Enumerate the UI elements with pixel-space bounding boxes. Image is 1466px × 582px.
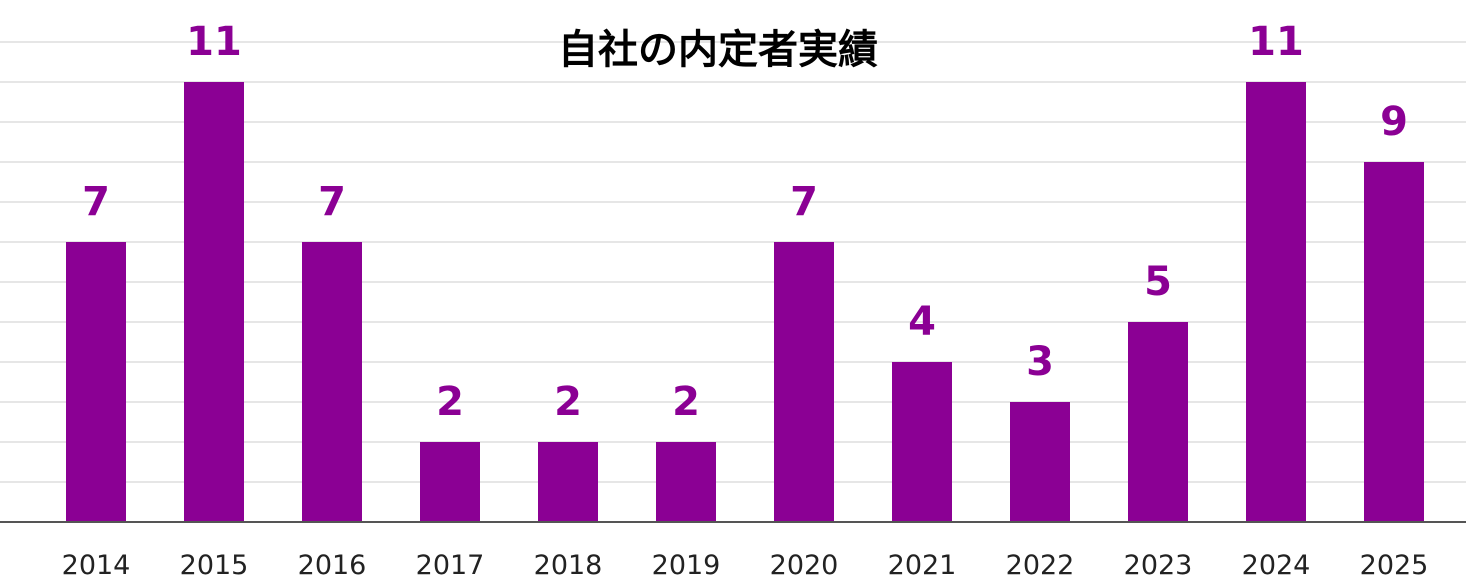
bar-2014 [66,242,126,522]
x-tick-label-2016: 2016 [298,550,367,581]
value-label-2023: 5 [1144,259,1172,305]
x-tick-label-2020: 2020 [770,550,839,581]
x-tick-label-2017: 2017 [416,550,485,581]
gridlines [0,41,1466,483]
value-label-2025: 9 [1380,99,1408,145]
value-label-2014: 7 [82,179,110,225]
x-tick-label-2023: 2023 [1124,550,1193,581]
value-label-2015: 11 [186,19,242,65]
x-tick-label-2021: 2021 [888,550,957,581]
bars [66,82,1424,522]
chart-title: 自社の内定者実績 [558,27,878,73]
bar-2016 [302,242,362,522]
x-tick-label-2019: 2019 [652,550,721,581]
bar-2015 [184,82,244,522]
value-label-2020: 7 [790,179,818,225]
bar-2024 [1246,82,1306,522]
value-label-2018: 2 [554,379,582,425]
bar-2023 [1128,322,1188,522]
bar-2019 [656,442,716,522]
value-label-2022: 3 [1026,339,1054,385]
x-tick-labels: 2014 2015 2016 2017 2018 2019 2020 2021 2022 2023… [62,550,1429,581]
x-tick-label-2015: 2015 [180,550,249,581]
x-tick-label-2024: 2024 [1242,550,1311,581]
value-label-2019: 2 [672,379,700,425]
bar-2017 [420,442,480,522]
x-tick-label-2014: 2014 [62,550,131,581]
x-tick-label-2018: 2018 [534,550,603,581]
bar-2018 [538,442,598,522]
value-label-2024: 11 [1248,19,1304,65]
bar-2021 [892,362,952,522]
x-tick-label-2025: 2025 [1360,550,1429,581]
bar-2020 [774,242,834,522]
x-tick-label-2022: 2022 [1006,550,1075,581]
bar-2025 [1364,162,1424,522]
value-label-2017: 2 [436,379,464,425]
value-labels: 7 11 7 2 2 2 7 4 3 5 11 9 [82,19,1408,425]
bar-2022 [1010,402,1070,522]
value-label-2021: 4 [908,299,936,345]
value-label-2016: 7 [318,179,346,225]
